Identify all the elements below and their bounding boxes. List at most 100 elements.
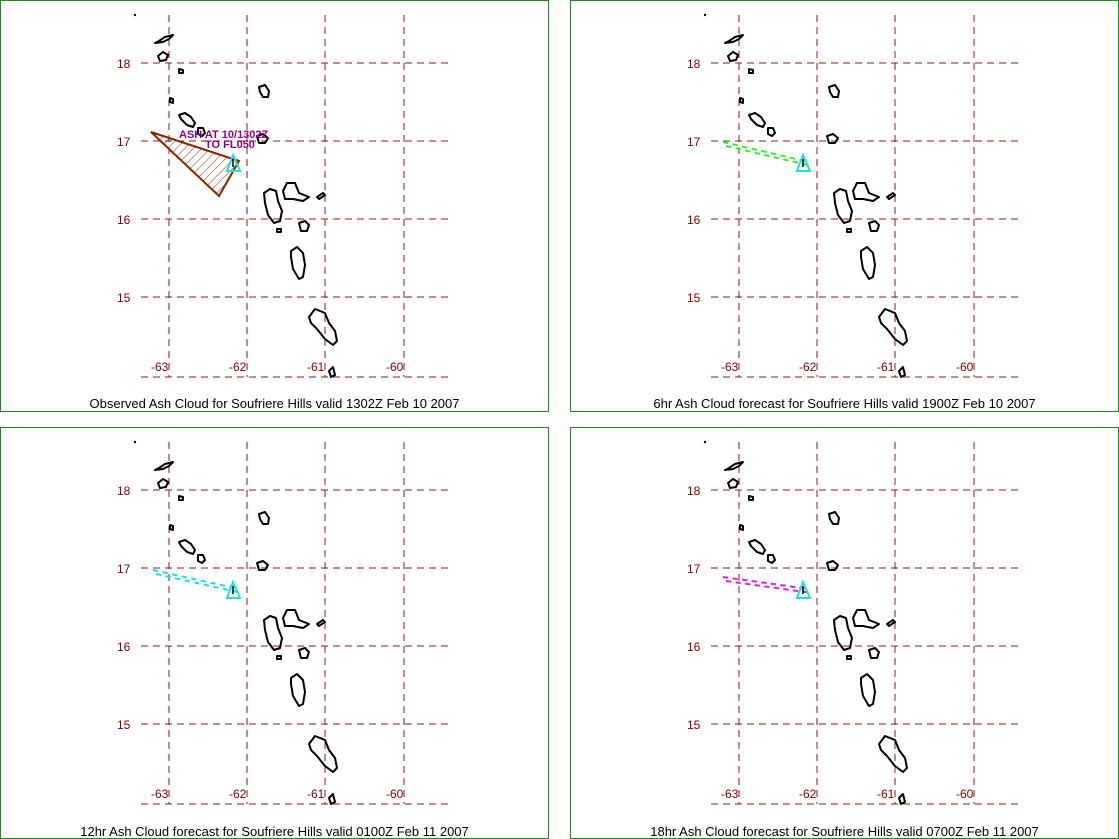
island-outline: [169, 97, 174, 104]
ash-plume-dash: [773, 156, 780, 160]
latitude-label: 18: [117, 484, 131, 498]
ash-plume-dash: [760, 149, 767, 154]
latitude-label: 17: [687, 562, 701, 576]
longitude-label: -61: [877, 360, 895, 374]
ash-annotation-line2: TO FL050: [205, 139, 255, 151]
ash-cloud-shape: [150, 131, 241, 198]
triangle-icon: [225, 579, 242, 599]
lat-lon-grid: [141, 442, 449, 805]
ash-plume-dash: [789, 585, 796, 589]
ash-plume-dash: [780, 154, 786, 158]
latitude-label: 15: [117, 718, 131, 732]
island-coastlines: [703, 13, 908, 378]
latitude-label: 18: [687, 57, 701, 71]
ash-cloud-forecast: [722, 576, 812, 599]
longitude-label: -62: [799, 787, 817, 801]
latitude-label: 17: [117, 562, 131, 576]
island-outline: [852, 182, 880, 202]
latitude-label: 15: [687, 718, 701, 732]
island-outline: [178, 68, 184, 74]
island-outline: [860, 673, 876, 707]
ash-plume-dash: [162, 571, 169, 575]
latitude-label: 16: [117, 640, 131, 654]
island-outline: [846, 655, 852, 660]
ash-cloud-forecast: [152, 569, 242, 599]
island-outline: [157, 478, 169, 489]
island-outline: [886, 192, 896, 200]
ash-plume-dash: [722, 141, 729, 145]
islet-dot: [133, 440, 137, 444]
map-panel-12hr: 18 17 16 15 -63 -62 -61 -60 12hr Ash Cloud fore…: [0, 427, 549, 839]
longitude-label: -60: [386, 787, 404, 801]
longitude-label: -63: [721, 360, 739, 374]
ash-plume-dash: [763, 153, 770, 158]
latitude-label: 17: [117, 135, 131, 149]
longitude-label: -62: [229, 787, 247, 801]
island-outline: [852, 609, 880, 629]
lat-lon-grid: [141, 15, 449, 378]
ash-plume-dash: [219, 583, 226, 587]
island-outline: [868, 647, 880, 659]
ash-plume-dash: [754, 151, 761, 155]
ash-plume-dash: [191, 577, 197, 581]
island-outline: [298, 220, 310, 232]
island-outline: [328, 366, 336, 378]
island-outline: [724, 34, 744, 44]
islet-dot: [133, 13, 137, 17]
ash-plume-dash: [200, 579, 207, 583]
ash-plume-dash: [732, 577, 738, 581]
island-outline: [169, 524, 174, 531]
latitude-label: 16: [117, 213, 131, 227]
island-outline: [826, 133, 839, 144]
ash-plume-dash: [725, 580, 732, 583]
ash-plume-dash: [222, 587, 229, 591]
island-outline: [154, 34, 174, 44]
island-outline: [298, 647, 310, 659]
ash-plume-dash: [783, 588, 789, 591]
ash-plume-dash: [792, 589, 799, 593]
island-outline: [308, 308, 338, 346]
island-outline: [878, 735, 908, 773]
ash-plume-dash: [735, 581, 741, 585]
island-outline: [748, 112, 766, 128]
ash-plume-dash: [725, 145, 732, 149]
island-outline: [833, 615, 853, 651]
longitude-label: -60: [386, 360, 404, 374]
islet-dot: [703, 13, 707, 17]
ash-plume-dash: [770, 582, 777, 586]
island-outline: [767, 127, 776, 137]
island-outline: [263, 615, 283, 651]
triangle-icon: [795, 579, 812, 599]
ash-plume-dash: [722, 576, 729, 579]
island-outline: [328, 793, 336, 805]
axis-labels: 18 17 16 15 -63 -62 -61 -60: [117, 57, 404, 374]
map-canvas: 18 17 16 15 -63 -62 -61 -60: [117, 440, 449, 805]
island-outline: [828, 84, 840, 98]
ash-plume-dash: [773, 586, 780, 590]
ash-plume-dash: [770, 152, 777, 156]
longitude-label: -60: [956, 787, 974, 801]
island-outline: [727, 478, 739, 489]
island-outline: [316, 619, 326, 627]
longitude-label: -63: [151, 360, 169, 374]
island-coastlines: [703, 440, 908, 805]
island-outline: [290, 246, 306, 280]
panel-caption: 6hr Ash Cloud forecast for Soufriere Hil…: [653, 396, 1036, 411]
ash-plume-dash: [174, 577, 181, 581]
island-outline: [727, 51, 739, 62]
island-outline: [308, 735, 338, 773]
island-outline: [886, 619, 896, 627]
map-panel-6hr: 18 17 16 15 -63 -62 -61 -60 6hr Ash Cloud forec…: [570, 0, 1119, 412]
ash-plume-dash: [792, 160, 799, 164]
island-outline: [828, 511, 840, 525]
island-outline: [178, 495, 184, 501]
ash-plume-dash: [783, 158, 789, 162]
ash-plume-dash: [194, 581, 200, 585]
triangle-icon: [795, 152, 812, 172]
island-outline: [316, 192, 326, 200]
ash-plume-dash: [741, 145, 748, 149]
ash-plume-dash: [761, 581, 767, 585]
island-outline: [276, 655, 282, 660]
ash-plume-dash: [213, 585, 219, 589]
ash-plume-dash: [203, 583, 210, 587]
